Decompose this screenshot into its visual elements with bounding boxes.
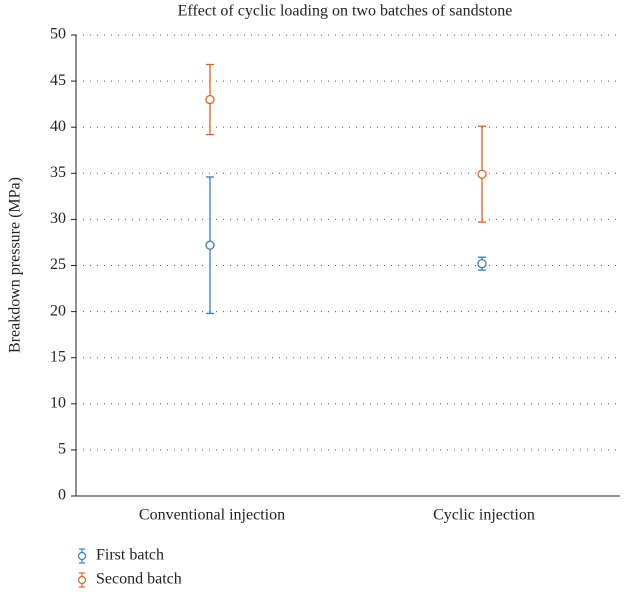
y-tick-label: 40 xyxy=(50,118,66,135)
legend-marker xyxy=(77,551,87,561)
y-tick-label: 45 xyxy=(50,72,66,89)
y-tick-label: 50 xyxy=(50,26,66,43)
y-tick-label: 15 xyxy=(50,348,66,365)
point xyxy=(205,94,215,105)
point xyxy=(477,259,487,269)
y-axis-label: Breakdown pressure (MPa) xyxy=(7,177,24,353)
y-tick-label: 10 xyxy=(50,394,66,411)
y-tick-label: 30 xyxy=(50,210,66,227)
legend-label: First batch xyxy=(96,547,164,564)
y-tick-label: 5 xyxy=(58,441,66,458)
y-tick-label: 0 xyxy=(58,487,66,504)
point xyxy=(477,169,487,179)
legend-label: Second batch xyxy=(96,571,182,588)
x-tick-label: Conventional injection xyxy=(139,507,285,524)
point xyxy=(205,240,215,250)
y-tick-label: 25 xyxy=(50,256,66,273)
chart-title: Effect of cyclic loading on two batches … xyxy=(178,3,513,20)
x-tick-label: Cyclic injection xyxy=(433,507,535,524)
y-tick-label: 35 xyxy=(50,164,66,181)
y-tick-label: 20 xyxy=(50,302,66,319)
legend-marker xyxy=(77,575,87,585)
